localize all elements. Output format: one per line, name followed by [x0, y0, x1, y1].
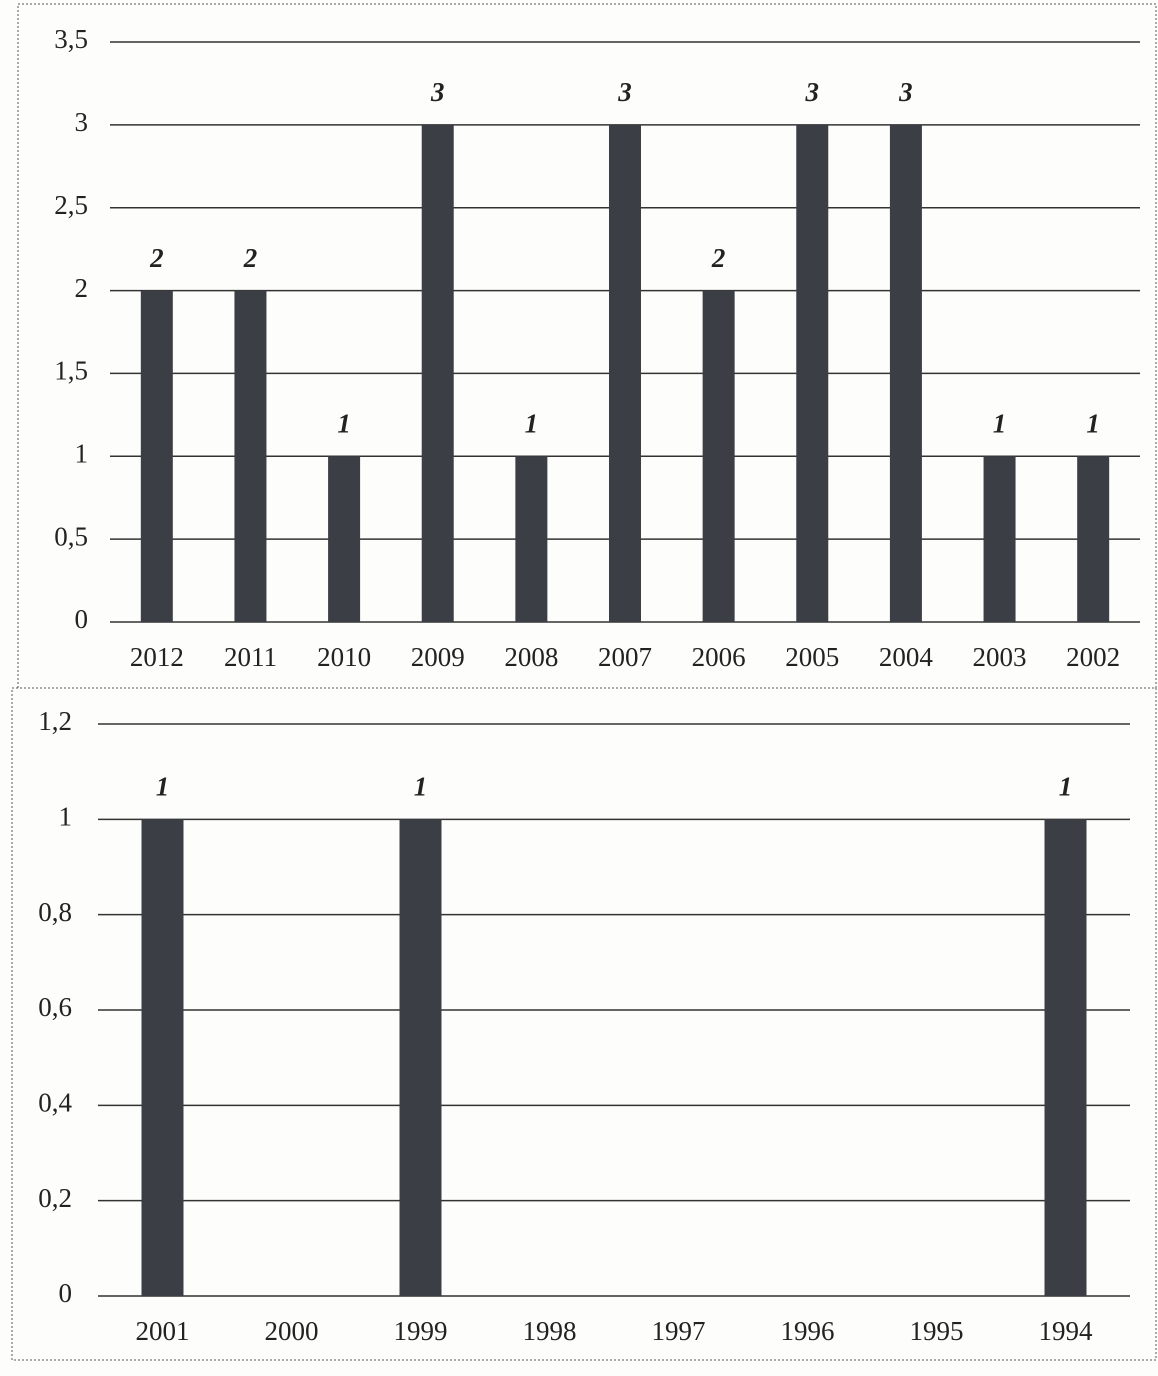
x-tick-label: 1994	[1039, 1316, 1094, 1346]
x-tick-label: 1995	[910, 1316, 964, 1346]
y-tick-label: 0	[59, 1278, 73, 1308]
bar	[141, 819, 184, 1296]
data-label: 3	[430, 77, 445, 107]
bar	[1077, 456, 1110, 622]
bar	[983, 456, 1016, 622]
data-label: 1	[337, 408, 351, 438]
data-label: 2	[149, 243, 164, 273]
x-tick-label: 2008	[504, 642, 558, 672]
x-tick-label: 2002	[1066, 642, 1120, 672]
data-label: 1	[525, 408, 539, 438]
y-tick-label: 1	[75, 438, 89, 468]
data-label: 1	[1086, 408, 1100, 438]
bar	[328, 456, 361, 622]
bar	[889, 124, 922, 622]
y-tick-label: 0,4	[38, 1088, 72, 1118]
data-label: 3	[805, 77, 820, 107]
x-tick-label: 1998	[523, 1316, 577, 1346]
data-label: 1	[414, 772, 428, 802]
bar	[515, 456, 548, 622]
x-tick-label: 2009	[411, 642, 465, 672]
y-tick-label: 0,8	[38, 897, 72, 927]
x-tick-label: 1997	[652, 1316, 706, 1346]
x-tick-label: 1996	[781, 1316, 835, 1346]
frame-bottom	[11, 687, 1157, 1361]
data-label: 3	[617, 77, 632, 107]
bar	[140, 290, 173, 622]
x-tick-label: 2001	[136, 1316, 190, 1346]
data-label: 1	[156, 772, 170, 802]
x-tick-label: 2000	[265, 1316, 319, 1346]
y-tick-label: 0,6	[38, 992, 72, 1022]
data-label: 2	[243, 243, 258, 273]
x-tick-label: 2006	[692, 642, 746, 672]
bar	[702, 290, 735, 622]
bar	[421, 124, 454, 622]
data-label: 1	[1059, 772, 1073, 802]
y-tick-label: 1	[59, 802, 73, 832]
y-tick-label: 3	[75, 107, 89, 137]
y-tick-label: 2,5	[54, 190, 88, 220]
data-label: 3	[898, 77, 913, 107]
x-tick-label: 2012	[130, 642, 184, 672]
x-tick-label: 1999	[394, 1316, 448, 1346]
data-label: 1	[993, 408, 1007, 438]
y-tick-label: 1,2	[38, 706, 72, 736]
y-tick-label: 3,5	[54, 24, 88, 54]
bar	[1044, 819, 1087, 1296]
data-label: 2	[711, 243, 726, 273]
x-tick-label: 2005	[785, 642, 839, 672]
x-tick-label: 2011	[224, 642, 277, 672]
y-tick-label: 0	[75, 604, 89, 634]
bar	[234, 290, 267, 622]
x-tick-label: 2004	[879, 642, 934, 672]
y-tick-label: 0,5	[54, 521, 88, 551]
y-tick-label: 0,2	[38, 1183, 72, 1213]
bar	[399, 819, 442, 1296]
x-tick-label: 2007	[598, 642, 652, 672]
y-tick-label: 2	[75, 273, 89, 303]
frame-top	[17, 3, 1157, 689]
y-tick-label: 1,5	[54, 356, 88, 386]
bar	[609, 124, 641, 622]
bar	[796, 124, 829, 622]
x-tick-label: 2003	[973, 642, 1027, 672]
x-tick-label: 2010	[317, 642, 371, 672]
